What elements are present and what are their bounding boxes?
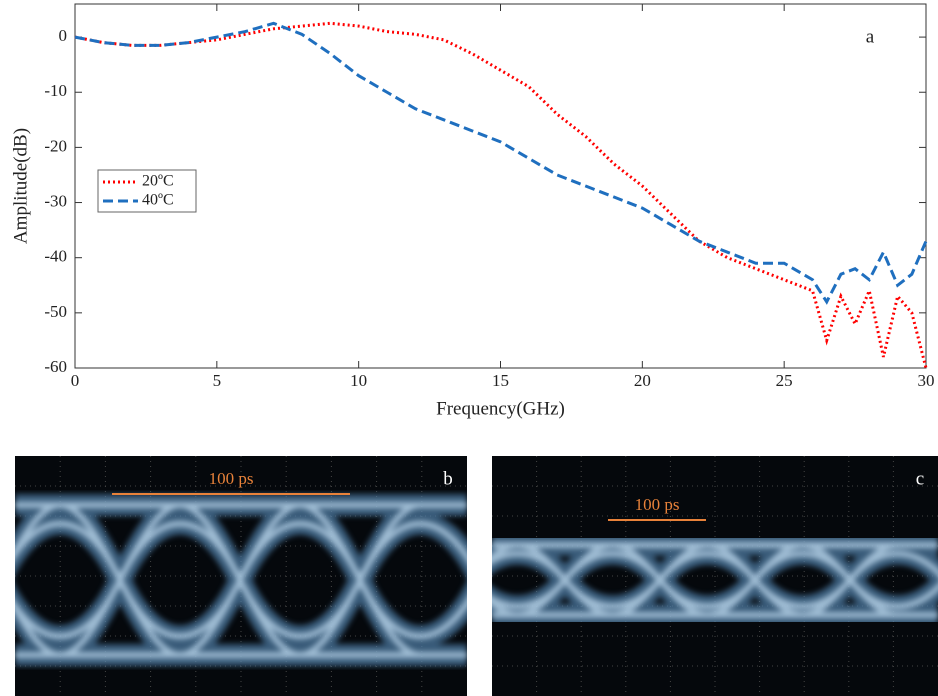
x-tick-label: 10: [350, 371, 367, 390]
x-tick-label: 30: [918, 371, 935, 390]
eye-content: [492, 456, 938, 696]
plot-area: [74, 3, 927, 369]
legend-label: 20ºC: [142, 173, 174, 190]
x-tick-label: 5: [213, 371, 222, 390]
panel-label: c: [916, 468, 924, 489]
x-tick-label: 0: [71, 371, 80, 390]
eye-trace: [492, 542, 938, 618]
eye-panel: 100 ps c: [492, 456, 938, 696]
panel-label: b: [443, 468, 453, 489]
y-tick-label: -10: [44, 81, 67, 100]
annotation: a: [866, 26, 875, 47]
scale-label: 100 ps: [635, 495, 680, 514]
eye-trace: [15, 502, 467, 658]
x-axis-label: Frequency(GHz): [436, 398, 565, 419]
x-tick-label: 20: [634, 371, 651, 390]
x-tick-label: 25: [776, 371, 793, 390]
y-tick-label: -50: [44, 302, 67, 321]
legend-label: 40ºC: [142, 192, 174, 209]
eye-content: [15, 456, 467, 696]
y-axis-label: Amplitude(dB): [10, 128, 31, 244]
legend-box: [97, 169, 197, 213]
y-tick-label: -20: [44, 136, 67, 155]
y-tick-label: 0: [59, 26, 68, 45]
scale-label: 100 ps: [209, 469, 254, 488]
eye-panel: 100 ps b: [15, 456, 467, 696]
y-tick-label: -40: [44, 247, 67, 266]
y-tick-label: -60: [44, 357, 67, 376]
x-tick-label: 15: [492, 371, 509, 390]
y-tick-label: -30: [44, 191, 67, 210]
